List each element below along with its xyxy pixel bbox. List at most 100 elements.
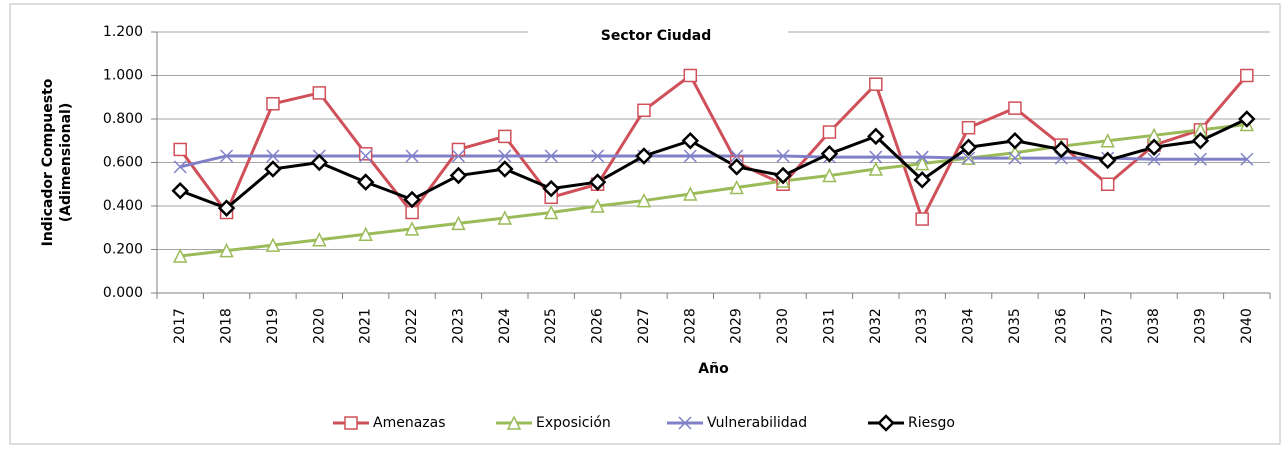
marker <box>822 167 837 183</box>
chart-title: Sector Ciudad <box>601 28 712 44</box>
x-tick-label: 2035 <box>1007 308 1023 344</box>
marker <box>1240 68 1254 83</box>
marker <box>729 179 744 195</box>
marker <box>1006 131 1024 150</box>
series-line <box>179 117 1248 210</box>
marker <box>681 131 700 150</box>
marker <box>1191 131 1210 150</box>
marker <box>635 147 653 165</box>
marker <box>683 68 698 83</box>
series-line <box>180 122 1247 258</box>
marker <box>220 149 234 163</box>
marker <box>219 242 234 258</box>
x-tick-label: 2027 <box>636 308 652 344</box>
marker <box>451 142 466 157</box>
marker <box>344 416 358 430</box>
marker <box>171 182 189 200</box>
marker <box>590 198 605 213</box>
legend-label: Vulnerabilidad <box>707 415 807 431</box>
marker <box>959 138 978 157</box>
x-tick-label: 2040 <box>1239 308 1255 344</box>
legend-label: Amenazas <box>373 415 446 431</box>
marker <box>1100 177 1115 191</box>
marker <box>356 173 375 191</box>
marker <box>403 190 421 209</box>
marker <box>636 192 652 208</box>
x-tick-label: 2025 <box>543 308 559 344</box>
marker <box>217 199 236 217</box>
marker <box>867 127 885 146</box>
marker <box>544 149 558 163</box>
x-tick-label: 2037 <box>1100 308 1116 344</box>
marker <box>588 173 607 191</box>
marker <box>265 237 281 252</box>
marker <box>497 210 513 225</box>
marker <box>173 142 187 157</box>
x-tick-label: 2034 <box>961 308 977 344</box>
x-tick-label: 2017 <box>172 308 188 344</box>
x-tick-label: 2023 <box>450 308 466 344</box>
marker <box>498 149 512 163</box>
marker <box>727 158 746 176</box>
y-axis-label: (Adimensional) <box>58 103 74 222</box>
y-tick-label: 0.800 <box>103 111 143 127</box>
x-tick-label: 2028 <box>682 308 698 344</box>
x-tick-label: 2021 <box>358 308 374 344</box>
marker <box>730 149 744 163</box>
marker <box>683 149 697 163</box>
y-tick-label: 0.400 <box>103 198 143 214</box>
y-axis-label: Indicador Compuesto <box>40 78 56 246</box>
marker <box>915 150 929 164</box>
x-tick-label: 2030 <box>775 308 791 344</box>
y-tick-label: 1.200 <box>103 24 143 40</box>
x-tick-label: 2024 <box>497 308 513 344</box>
x-tick-label: 2039 <box>1192 308 1208 344</box>
marker <box>312 232 327 247</box>
marker <box>915 212 929 226</box>
marker <box>451 149 465 163</box>
x-axis-label: Año <box>698 361 729 377</box>
marker <box>877 414 895 432</box>
y-tick-label: 1.000 <box>103 68 143 84</box>
x-tick-label: 2022 <box>404 308 420 344</box>
marker <box>914 155 930 171</box>
x-tick-label: 2019 <box>265 308 281 344</box>
marker <box>506 415 522 430</box>
x-tick-label: 2029 <box>729 308 745 344</box>
marker <box>358 226 373 242</box>
marker <box>405 149 419 163</box>
chart-frame <box>9 3 1281 445</box>
marker <box>1147 152 1161 166</box>
marker <box>451 215 466 231</box>
marker <box>869 150 883 164</box>
x-tick-label: 2020 <box>311 308 327 344</box>
x-tick-label: 2026 <box>590 308 606 344</box>
marker <box>961 120 976 135</box>
marker <box>774 166 792 185</box>
marker <box>1240 152 1254 166</box>
marker <box>542 179 560 198</box>
marker <box>404 221 420 236</box>
marker <box>498 129 512 144</box>
marker <box>496 160 514 178</box>
marker <box>405 205 419 220</box>
x-tick-label: 2032 <box>868 308 884 344</box>
marker <box>1145 138 1163 157</box>
marker <box>678 416 692 430</box>
marker <box>358 147 373 161</box>
marker <box>543 204 559 220</box>
x-tick-label: 2031 <box>821 308 837 344</box>
marker <box>1098 151 1117 170</box>
marker <box>822 125 837 139</box>
x-tick-label: 2018 <box>219 308 235 344</box>
y-tick-label: 0.600 <box>103 155 143 171</box>
marker <box>868 161 884 176</box>
marker <box>359 149 373 163</box>
marker <box>820 145 839 163</box>
series-line <box>179 154 1247 169</box>
marker <box>264 160 282 178</box>
marker <box>591 149 605 163</box>
marker <box>449 166 468 185</box>
marker <box>869 77 883 91</box>
